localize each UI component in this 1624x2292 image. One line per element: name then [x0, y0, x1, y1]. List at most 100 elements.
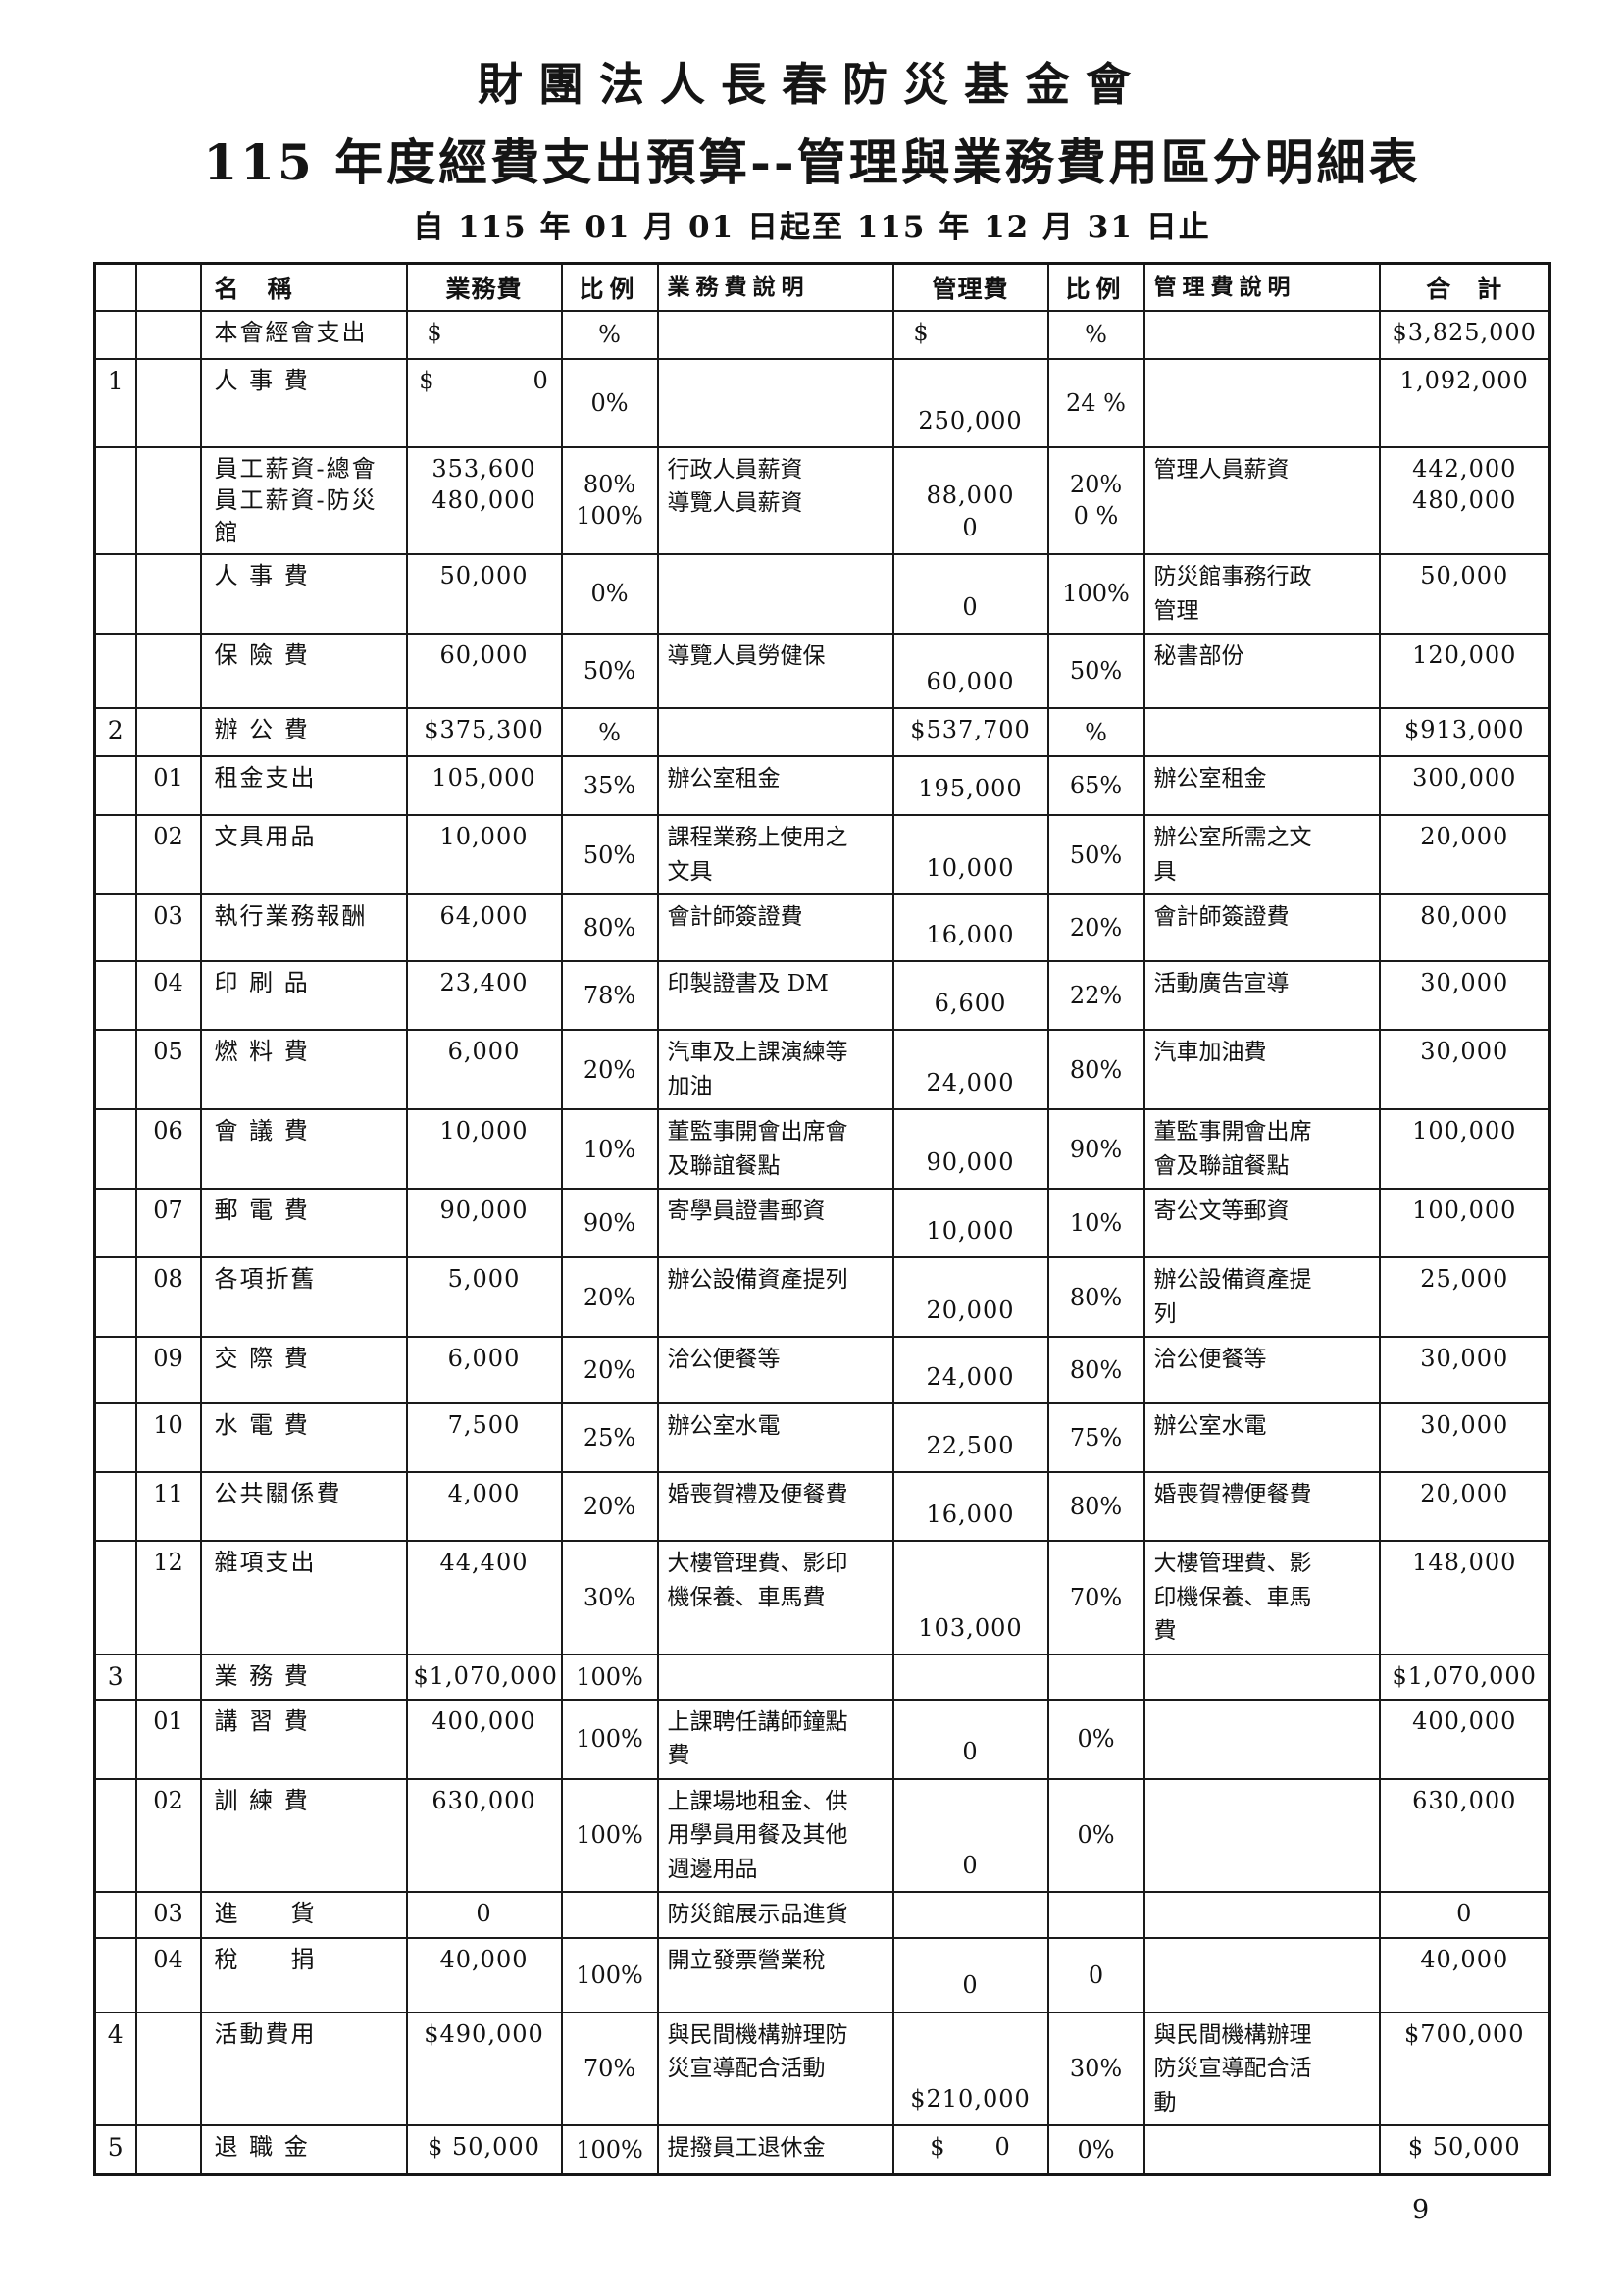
table-row: 02 訓 練 費 630,000 100% 上課場地租金、供 用學員用餐及其他 週邊用品…: [93, 1777, 1551, 1894]
cell-mgmt-pct: 50%: [1046, 814, 1145, 896]
cell-mgmt: 6,600: [891, 960, 1049, 1032]
cell-mgmt: $210,000: [891, 2011, 1049, 2127]
table-row: 本會經會支出 $ % $ % $3,825,000: [93, 309, 1551, 360]
cell-biz-desc: [656, 707, 894, 758]
cell-total: 120,000: [1378, 633, 1551, 710]
cell-total: 50,000: [1378, 553, 1551, 636]
cell-mgmt: 10,000: [891, 1188, 1049, 1259]
cell-biz: 4,000: [405, 1471, 563, 1543]
cell-biz: $: [405, 309, 563, 360]
cell-total: 400,000: [1378, 1698, 1551, 1780]
cell-total: 30,000: [1378, 1402, 1551, 1474]
cell-sub: 04: [134, 1936, 202, 2013]
cell-name: 業 務 費: [199, 1653, 408, 1701]
cell-mgmt-desc: [1142, 2124, 1381, 2176]
cell-no: [93, 633, 137, 710]
cell-mgmt: 24,000: [891, 1029, 1049, 1111]
cell-biz-desc: 辦公設備資產提列: [656, 1256, 894, 1339]
cell-total: 20,000: [1378, 814, 1551, 896]
cell-name: 人 事 費: [199, 357, 408, 448]
cell-biz-pct: %: [560, 309, 659, 360]
cell-mgmt-desc: [1142, 1936, 1381, 2013]
cell-mgmt-pct: %: [1046, 309, 1145, 360]
cell-biz-desc: 導覽人員勞健保: [656, 633, 894, 710]
cell-mgmt-desc: 會計師簽證費: [1142, 893, 1381, 963]
cell-mgmt-desc: 辦公室水電: [1142, 1402, 1381, 1474]
cell-no: [93, 1540, 137, 1655]
cell-biz-desc: [656, 309, 894, 360]
cell-total: $700,000: [1378, 2011, 1551, 2127]
cell-biz-desc: 婚喪賀禮及便餐費: [656, 1471, 894, 1543]
cell-biz-pct: 100%: [560, 1698, 659, 1780]
cell-biz-desc: [656, 553, 894, 636]
cell-total: 80,000: [1378, 893, 1551, 963]
cell-mgmt-desc: [1142, 1653, 1381, 1701]
table-row: 07 郵 電 費 90,000 90% 寄學員證書郵資 10,000 10% 寄公文等郵資 10…: [93, 1188, 1551, 1259]
cell-biz: 353,600 480,000: [405, 445, 563, 556]
cell-biz-pct: 50%: [560, 814, 659, 896]
cell-no: [93, 553, 137, 636]
cell-biz-desc: 辦公室水電: [656, 1402, 894, 1474]
cell-mgmt-pct: 80%: [1046, 1029, 1145, 1111]
cell-mgmt-desc: [1142, 357, 1381, 448]
cell-no: [93, 309, 137, 360]
cell-biz-pct: 100%: [560, 1777, 659, 1894]
cell-mgmt-pct: 80%: [1046, 1336, 1145, 1405]
cell-biz: 50,000: [405, 553, 563, 636]
cell-sub: 01: [134, 1698, 202, 1780]
header-cell-no: [93, 262, 137, 312]
cell-biz-pct: 100%: [560, 1653, 659, 1701]
cell-biz-pct: 25%: [560, 1402, 659, 1474]
cell-name: 進 貨: [199, 1891, 408, 1939]
cell-biz-pct: [560, 1891, 659, 1939]
cell-mgmt-desc: 辦公設備資產提 列: [1142, 1256, 1381, 1339]
cell-mgmt-pct: 20% 0 %: [1046, 445, 1145, 556]
cell-sub: 11: [134, 1471, 202, 1543]
cell-biz-desc: 開立發票營業稅: [656, 1936, 894, 2013]
cell-total: 442,000 480,000: [1378, 445, 1551, 556]
cell-name: 講 習 費: [199, 1698, 408, 1780]
cell-mgmt: 60,000: [891, 633, 1049, 710]
cell-total: 1,092,000: [1378, 357, 1551, 448]
cell-total: $913,000: [1378, 707, 1551, 758]
cell-total: 100,000: [1378, 1188, 1551, 1259]
header-cell-name: 名 稱: [199, 262, 408, 312]
cell-biz-pct: 30%: [560, 1540, 659, 1655]
cell-biz: 64,000: [405, 893, 563, 963]
cell-name: 郵 電 費: [199, 1188, 408, 1259]
budget-table: 名 稱 業務費 比例 業務費說明 管理費 比例 管理費說明 合 計 本會經會支出…: [93, 262, 1551, 2176]
cell-mgmt-pct: 20%: [1046, 893, 1145, 963]
cell-biz: 6,000: [405, 1029, 563, 1111]
cell-mgmt-pct: 80%: [1046, 1471, 1145, 1543]
table-row: 11 公共關係費 4,000 20% 婚喪賀禮及便餐費 16,000 80% 婚喪賀禮便餐費 2…: [93, 1471, 1551, 1543]
cell-total: 300,000: [1378, 755, 1551, 817]
cell-mgmt: 24,000: [891, 1336, 1049, 1405]
cell-name: 雜項支出: [199, 1540, 408, 1655]
table-row: 1 人 事 費 $ 0 0% 250,000 24 % 1,092,000: [93, 357, 1551, 448]
cell-no: [93, 1256, 137, 1339]
cell-total: 25,000: [1378, 1256, 1551, 1339]
cell-total: 20,000: [1378, 1471, 1551, 1543]
cell-biz-desc: 防災館展示品進貨: [656, 1891, 894, 1939]
cell-total: $3,825,000: [1378, 309, 1551, 360]
cell-name: 會 議 費: [199, 1108, 408, 1191]
cell-biz-pct: %: [560, 707, 659, 758]
cell-mgmt-pct: 0%: [1046, 1777, 1145, 1894]
cell-mgmt-pct: 22%: [1046, 960, 1145, 1032]
cell-mgmt-desc: [1142, 1698, 1381, 1780]
cell-mgmt-pct: 50%: [1046, 633, 1145, 710]
cell-no: [93, 1188, 137, 1259]
cell-biz-desc: 與民間機構辦理防 災宣導配合活動: [656, 2011, 894, 2127]
cell-no: [93, 1029, 137, 1111]
cell-mgmt: 0: [891, 1936, 1049, 2013]
table-row: 03 執行業務報酬 64,000 80% 會計師簽證費 16,000 20% 會計師簽證費 80…: [93, 893, 1551, 963]
cell-no: [93, 1936, 137, 2013]
cell-no: 3: [93, 1653, 137, 1701]
cell-sub: 04: [134, 960, 202, 1032]
cell-mgmt-pct: 90%: [1046, 1108, 1145, 1191]
cell-mgmt: 0: [891, 553, 1049, 636]
cell-mgmt-desc: 辦公室租金: [1142, 755, 1381, 817]
cell-no: [93, 1336, 137, 1405]
